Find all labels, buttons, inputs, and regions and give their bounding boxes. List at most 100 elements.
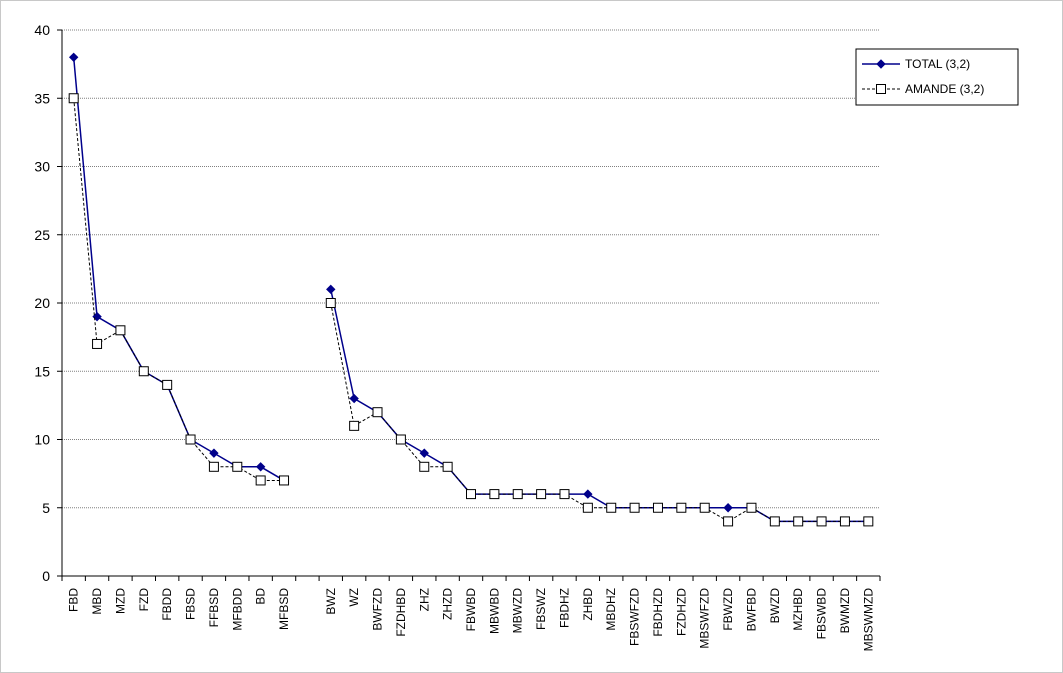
data-point [512, 489, 523, 500]
series-1 [68, 93, 874, 527]
x-category-label: FZDHZD [674, 588, 688, 636]
series-line [330, 302, 869, 522]
y-tick-label: 35 [34, 90, 50, 106]
gridlines [62, 29, 880, 509]
data-point [232, 461, 243, 472]
x-category-label: MZHBD [791, 588, 805, 631]
data-point [652, 502, 663, 513]
data-point [582, 502, 593, 513]
legend-label: AMANDE (3,2) [905, 82, 984, 96]
x-category-label: FBD [67, 588, 81, 612]
x-category-label: FBSD [184, 588, 198, 620]
x-category-label: FBSWZ [534, 588, 548, 630]
data-point [419, 448, 429, 458]
data-point [466, 489, 476, 500]
data-point [115, 325, 126, 336]
x-category-label: MBSWMZD [861, 588, 875, 652]
x-category-label: FBWBD [464, 588, 478, 632]
data-point [583, 489, 593, 499]
x-category-label: ZHBD [581, 588, 595, 621]
data-point [559, 489, 570, 500]
data-point [255, 475, 266, 486]
data-point [746, 502, 757, 513]
x-category-label: FBDD [160, 588, 174, 621]
y-tick-label: 30 [34, 159, 50, 175]
x-category-label: FBDHZD [651, 588, 665, 637]
data-point [442, 461, 453, 472]
x-category-label: ZHZD [441, 588, 455, 620]
y-tick-label: 10 [34, 432, 50, 448]
data-point [208, 461, 219, 472]
y-tick-label: 5 [42, 500, 50, 516]
data-point [68, 93, 79, 104]
x-category-label: FFBSD [207, 588, 221, 628]
x-category-label: MBSWFZD [698, 588, 712, 649]
data-point [372, 407, 383, 418]
data-point [793, 516, 804, 527]
data-point [629, 502, 640, 513]
axes: 0 5 10 15 20 25 30 35 40 FBD MBD MZD FZD FBDD FBSD FFBS… [34, 22, 881, 652]
data-point [92, 338, 103, 349]
x-category-label: BD [254, 588, 268, 605]
series-layer [68, 52, 874, 527]
data-point [536, 489, 547, 500]
x-category-label: BWFZD [371, 588, 385, 631]
y-tick-label: 0 [42, 568, 50, 584]
series-0 [68, 52, 874, 527]
x-category-label: BWZD [768, 588, 782, 624]
data-point [723, 503, 733, 513]
series-line [330, 289, 869, 523]
data-point [676, 502, 687, 513]
data-point [723, 516, 734, 527]
x-category-label: MBD [90, 588, 104, 615]
x-category-label: FBSWFZD [628, 588, 642, 646]
series-line [73, 98, 285, 481]
x-category-label: MFBDD [230, 588, 244, 631]
x-category-label: FZD [137, 588, 151, 612]
x-category-label: FBWZD [721, 588, 735, 631]
series-line [72, 57, 285, 482]
legend: TOTAL (3,2) AMANDE (3,2) [855, 48, 1019, 106]
data-point [326, 284, 336, 295]
legend-marker [876, 59, 886, 69]
data-point [279, 475, 290, 486]
data-point [863, 516, 874, 527]
data-point [68, 52, 79, 63]
data-point [816, 516, 827, 527]
data-point [325, 298, 336, 308]
x-category-label: MBWZD [511, 588, 525, 634]
y-tick-label: 20 [34, 295, 50, 311]
x-category-label: MFBSD [277, 588, 291, 630]
x-category-label: MZD [113, 588, 127, 614]
x-category-label: ZHZ [417, 588, 431, 611]
x-category-label: FBDHZ [557, 588, 571, 628]
x-category-label: FZDHBD [394, 588, 408, 637]
data-point [162, 379, 173, 390]
y-tick-label: 25 [34, 227, 50, 243]
x-category-label: BWZ [324, 588, 338, 615]
x-category-label: FBSWBD [815, 588, 829, 640]
legend-box [855, 48, 1019, 106]
x-category-label: MBWBD [487, 588, 501, 634]
data-point [839, 516, 850, 527]
data-point [255, 462, 266, 472]
x-category-label: WZ [347, 588, 361, 607]
data-point [185, 434, 196, 445]
x-category-label: BWFBD [744, 588, 758, 632]
x-category-label: MBDHZ [604, 588, 618, 631]
y-tick-label: 40 [34, 22, 50, 38]
data-point [349, 393, 359, 404]
x-category-label: BWMZD [838, 588, 852, 634]
data-point [395, 434, 406, 445]
legend-label: TOTAL (3,2) [905, 57, 970, 71]
data-point [349, 420, 360, 431]
legend-marker [876, 84, 886, 94]
data-point [769, 516, 780, 527]
data-point [419, 461, 430, 472]
data-point [209, 448, 219, 458]
y-tick-label: 15 [34, 363, 50, 379]
data-point [606, 502, 617, 513]
data-point [489, 489, 500, 500]
